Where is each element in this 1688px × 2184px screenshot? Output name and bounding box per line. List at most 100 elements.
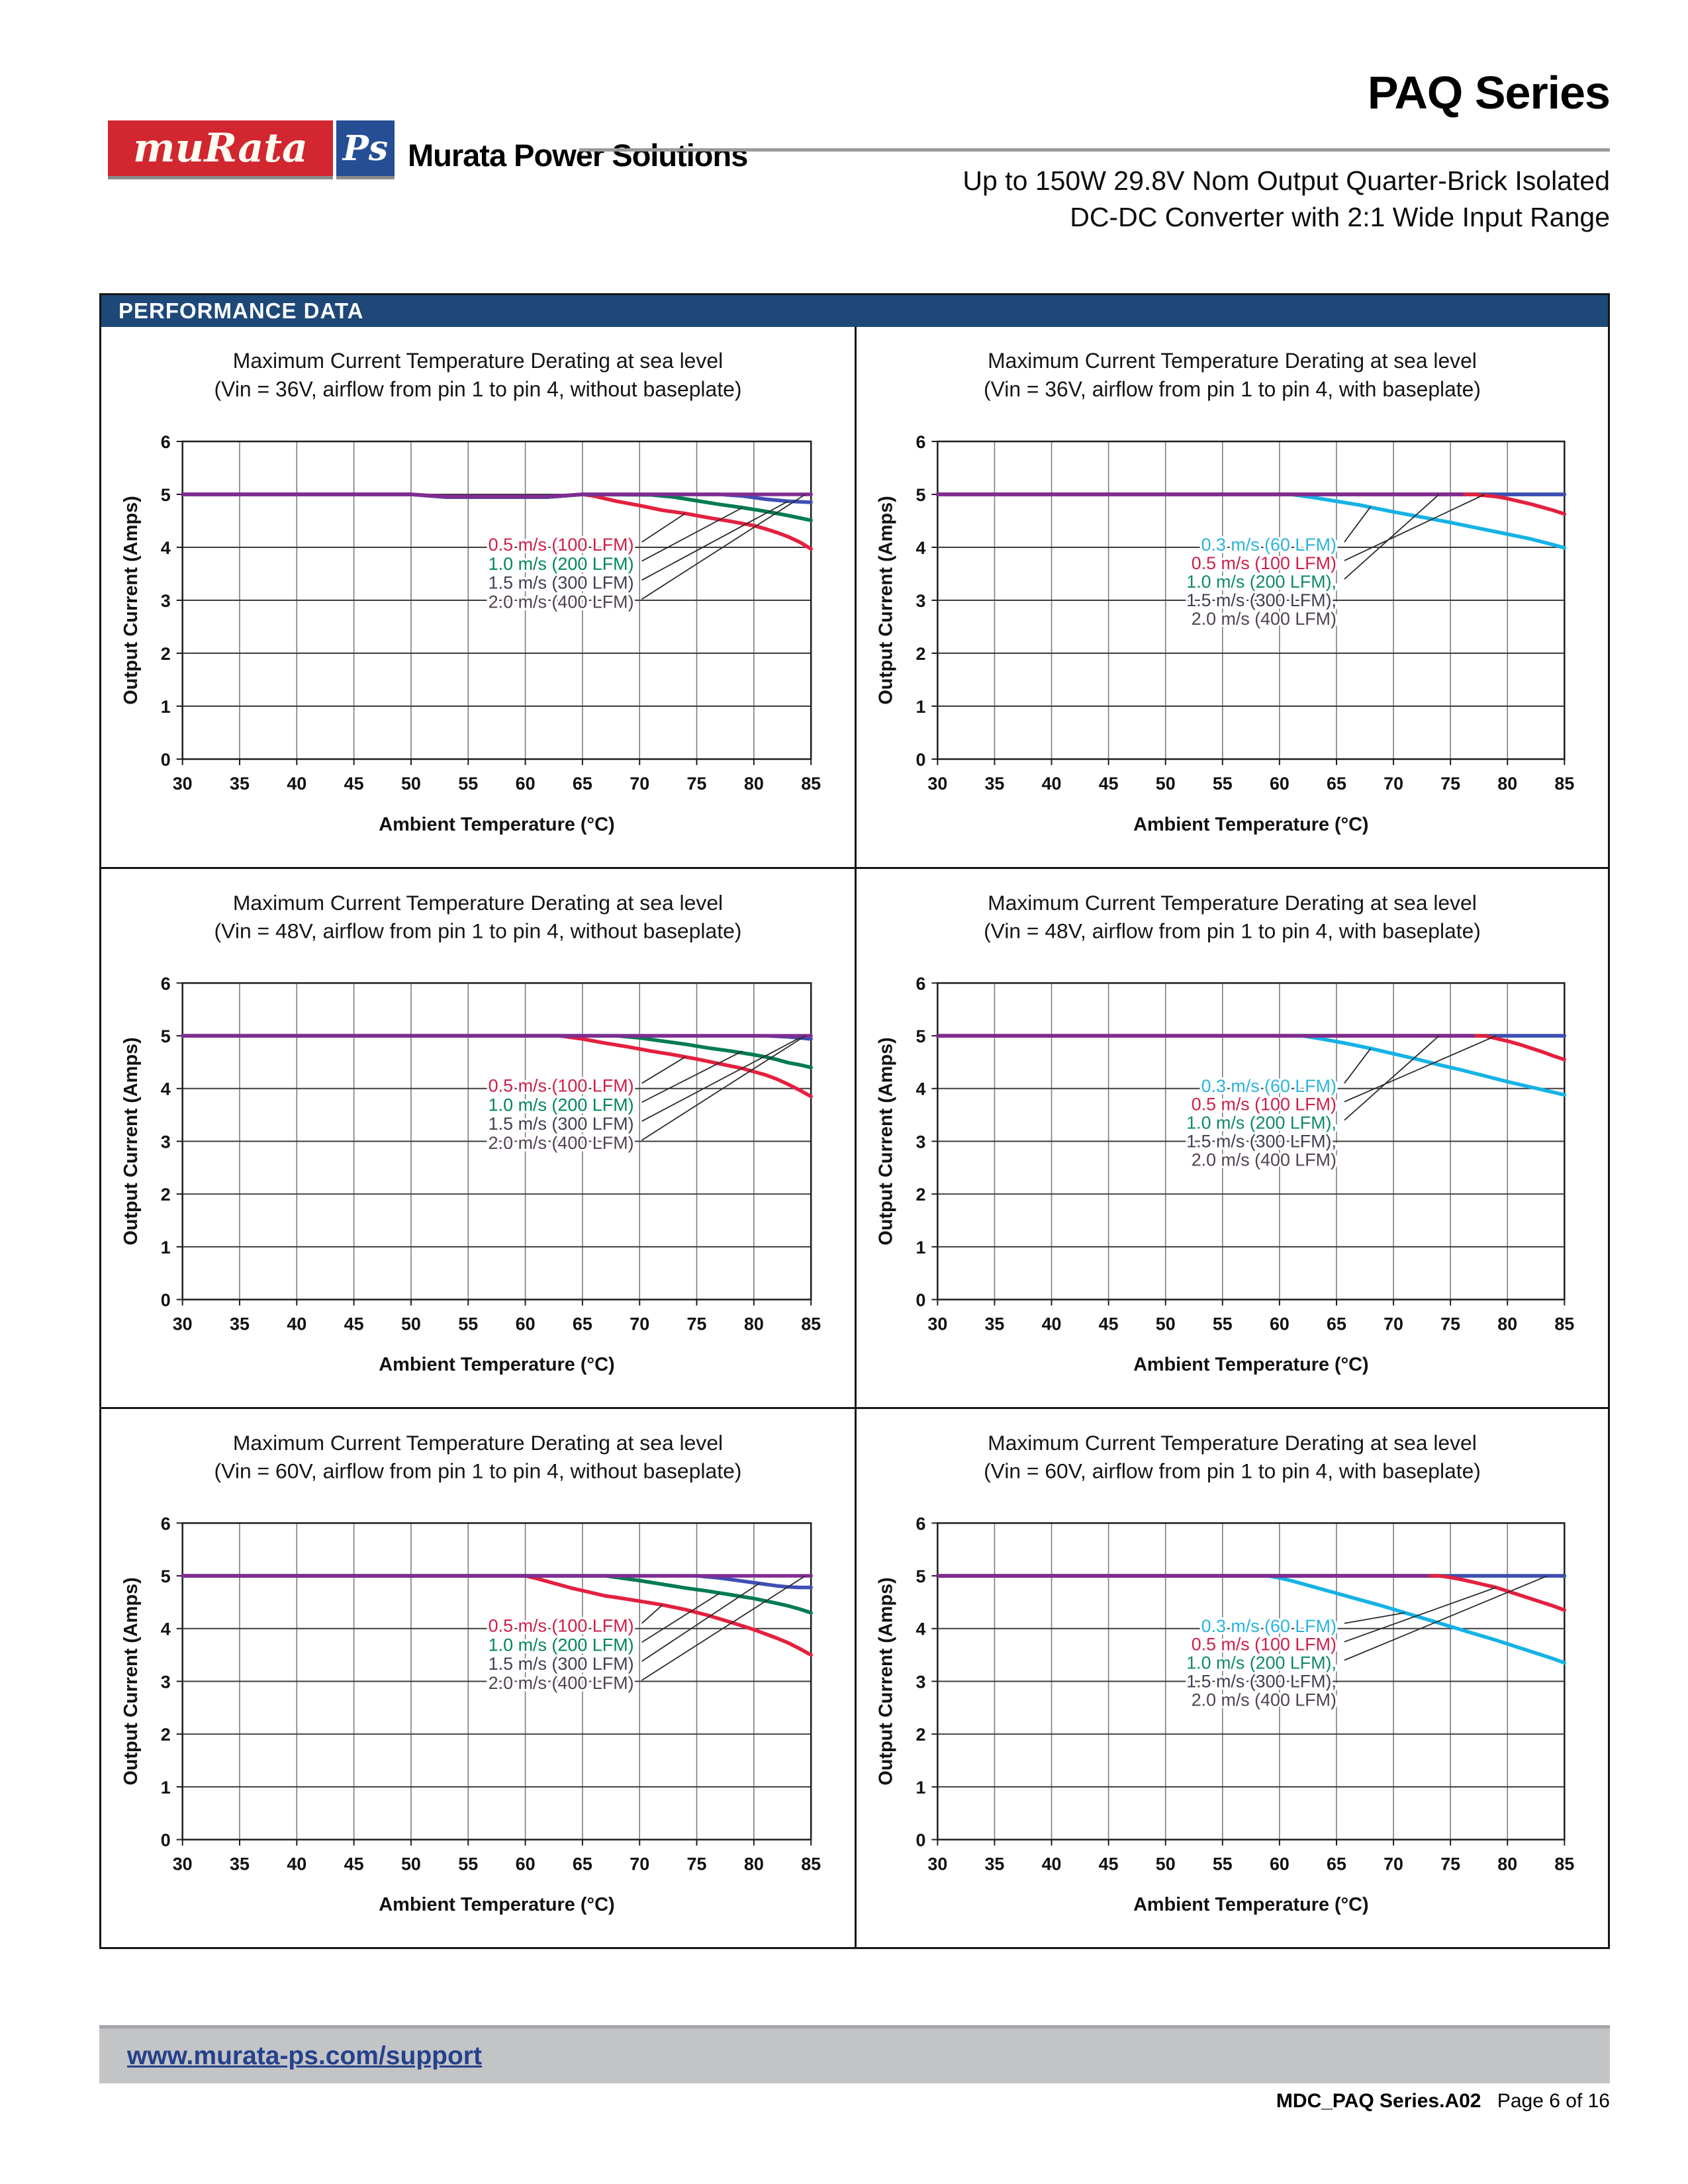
- product-subtitle: Up to 150W 29.8V Nom Output Quarter-Bric…: [962, 163, 1610, 236]
- legend-entry: 1.0 m/s (200 LFM): [489, 1095, 634, 1115]
- x-tick-label: 40: [287, 1854, 306, 1874]
- x-tick-label: 30: [173, 774, 193, 794]
- y-tick-label: 1: [916, 697, 926, 717]
- legend-entry: 2.0 m/s (400 LFM): [1192, 1690, 1336, 1709]
- subtitle-line-1: Up to 150W 29.8V Nom Output Quarter-Bric…: [962, 165, 1610, 196]
- legend-entry: 1.0 m/s (200 LFM): [489, 1635, 634, 1655]
- legend-leader-line: [641, 1575, 806, 1681]
- chart-title: Maximum Current Temperature Derating at …: [233, 1431, 723, 1455]
- x-tick-label: 55: [1213, 1314, 1233, 1334]
- x-tick-label: 60: [516, 774, 536, 794]
- y-tick-label: 1: [916, 1778, 926, 1797]
- x-tick-label: 80: [1497, 1854, 1517, 1874]
- ps-logo-text: Ps: [342, 128, 389, 169]
- section-header-label: PERFORMANCE DATA: [118, 298, 364, 323]
- x-tick-label: 55: [458, 1854, 478, 1874]
- x-tick-label: 35: [985, 1854, 1005, 1874]
- x-tick-label: 65: [573, 1314, 592, 1334]
- y-tick-label: 3: [916, 1672, 926, 1692]
- y-tick-label: 2: [161, 1725, 171, 1745]
- y-tick-label: 5: [916, 485, 926, 505]
- series-curve: [935, 1034, 1567, 1097]
- chart-subtitle: (Vin = 48V, airflow from pin 1 to pin 4,…: [984, 919, 1481, 943]
- legend-entry: 0.5 m/s (100 LFM): [1192, 553, 1336, 573]
- legend-entry: 0.3 m/s (60 LFM): [1201, 1076, 1336, 1096]
- chart-title: Maximum Current Temperature Derating at …: [988, 349, 1477, 373]
- legend-entry: 2.0 m/s (400 LFM): [489, 592, 634, 612]
- x-tick-label: 60: [516, 1314, 536, 1334]
- x-tick-label: 80: [744, 1314, 764, 1334]
- series-curve: [180, 1034, 813, 1069]
- chart-cell: Maximum Current Temperature Derating at …: [101, 867, 855, 1407]
- chart-cell: Maximum Current Temperature Derating at …: [101, 327, 855, 867]
- series-curve: [180, 492, 813, 498]
- y-tick-label: 2: [161, 1185, 171, 1205]
- murata-logo-icon: muRata: [108, 120, 333, 176]
- x-tick-label: 45: [1099, 1314, 1119, 1334]
- brand-name: Murata Power Solutions: [408, 138, 748, 173]
- legend-entry: 0.3 m/s (60 LFM): [1201, 1616, 1336, 1636]
- legend-entry: 0.5 m/s (100 LFM): [489, 1616, 634, 1636]
- legend-entry: 0.5 m/s (100 LFM): [1192, 1095, 1336, 1115]
- series-curve: [935, 1034, 1567, 1062]
- legend-leader-line: [641, 1056, 686, 1084]
- x-tick-label: 50: [401, 1314, 421, 1334]
- ps-logo-icon: Ps: [336, 120, 395, 176]
- title-divider: [579, 148, 1610, 152]
- y-tick-label: 1: [161, 1778, 171, 1797]
- legend-leader-line: [641, 500, 789, 581]
- y-tick-label: 5: [161, 485, 171, 505]
- x-tick-label: 45: [1099, 774, 1119, 794]
- x-tick-label: 75: [687, 1314, 707, 1334]
- murata-logo-text: muRata: [133, 125, 308, 171]
- y-tick-label: 4: [161, 1619, 171, 1639]
- x-tick-label: 35: [230, 1854, 250, 1874]
- x-tick-label: 50: [1156, 1314, 1176, 1334]
- x-tick-label: 75: [1440, 774, 1460, 794]
- x-tick-label: 50: [401, 774, 421, 794]
- support-link[interactable]: www.murata-ps.com/support: [127, 2041, 482, 2070]
- derating-chart: Maximum Current Temperature Derating at …: [876, 891, 1575, 1375]
- legend-leader-line: [1344, 494, 1485, 561]
- x-tick-label: 55: [458, 1314, 478, 1334]
- legend-entry: 1.0 m/s (200 LFM),: [1186, 572, 1336, 592]
- x-tick-label: 40: [1042, 774, 1062, 794]
- legend-leader-line: [641, 507, 743, 562]
- legend-entry: 1.5 m/s (300 LFM): [489, 1114, 634, 1134]
- x-tick-label: 85: [1554, 1314, 1574, 1334]
- legend-leader-line: [641, 1037, 800, 1122]
- x-tick-label: 85: [1554, 774, 1574, 794]
- legend-entry: 1.0 m/s (200 LFM),: [1186, 1113, 1336, 1133]
- x-tick-label: 40: [287, 774, 306, 794]
- legend-leader-line: [641, 1604, 663, 1624]
- y-tick-label: 4: [161, 1079, 171, 1099]
- x-tick-label: 80: [744, 774, 764, 794]
- x-axis-title: Ambient Temperature (°C): [379, 1354, 614, 1375]
- y-tick-label: 1: [916, 1238, 926, 1257]
- footer-meta: MDC_PAQ Series.A02 Page 6 of 16: [1276, 2090, 1610, 2113]
- x-tick-label: 85: [1554, 1854, 1574, 1874]
- legend-leader-line: [641, 494, 806, 600]
- chart-title: Maximum Current Temperature Derating at …: [988, 891, 1477, 915]
- y-tick-label: 2: [161, 644, 171, 664]
- y-tick-label: 6: [916, 1514, 926, 1533]
- chart-subtitle: (Vin = 60V, airflow from pin 1 to pin 4,…: [984, 1459, 1481, 1483]
- y-tick-label: 0: [161, 750, 171, 770]
- chart-cell: Maximum Current Temperature Derating at …: [855, 1407, 1608, 1947]
- legend-leader-line: [641, 1592, 720, 1643]
- legend-entry: 1.5 m/s (300 LFM),: [1186, 1131, 1336, 1151]
- y-tick-label: 5: [161, 1567, 171, 1586]
- y-axis-title: Output Current (Amps): [876, 1037, 897, 1245]
- x-tick-label: 85: [801, 774, 821, 794]
- legend-leader-line: [1344, 1035, 1497, 1103]
- x-axis-title: Ambient Temperature (°C): [379, 1894, 614, 1915]
- x-axis-title: Ambient Temperature (°C): [1133, 1894, 1368, 1915]
- x-tick-label: 55: [1213, 1854, 1233, 1874]
- chart-subtitle: (Vin = 48V, airflow from pin 1 to pin 4,…: [214, 919, 742, 943]
- series-curve: [935, 492, 1567, 550]
- chart-cell: Maximum Current Temperature Derating at …: [855, 867, 1608, 1407]
- charts-grid: Maximum Current Temperature Derating at …: [101, 327, 1608, 1947]
- legend-leader-line: [641, 1035, 806, 1141]
- derating-chart: Maximum Current Temperature Derating at …: [120, 891, 821, 1375]
- derating-chart: Maximum Current Temperature Derating at …: [876, 1431, 1575, 1915]
